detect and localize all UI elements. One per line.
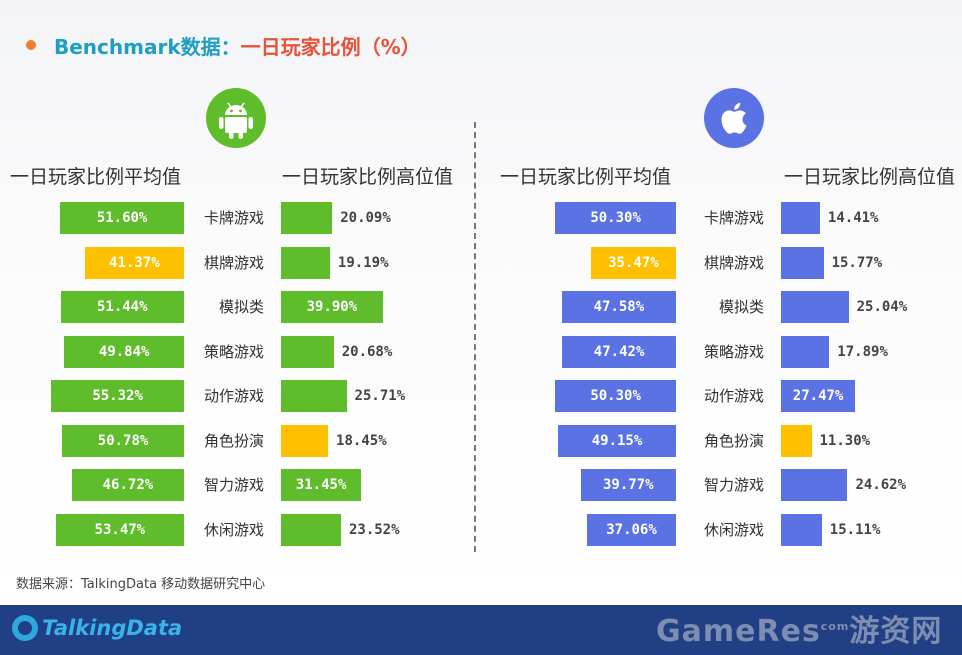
ios-median-bar [781, 335, 830, 368]
android-category-label: 智力游戏 [203, 476, 264, 494]
ios-avg-bar: 37.06% [587, 513, 676, 546]
watermark-cn: 游资网 [849, 614, 943, 649]
ios-category-label: 卡牌游戏 [703, 209, 764, 227]
android-median-bar [281, 513, 341, 546]
android-category-label: 模拟类 [218, 298, 264, 316]
ios-median-bar: 27.47% [781, 380, 856, 412]
android-median-value: 23.52% [348, 521, 400, 538]
ios-median-bar [781, 291, 849, 323]
android-median-bar [281, 335, 334, 368]
android-avg-bar: 51.44% [60, 291, 184, 323]
android-median-value: 19.19% [337, 254, 389, 271]
ios-category-label: 棋牌游戏 [703, 253, 764, 272]
android-median-value: 20.09% [340, 210, 391, 226]
ios-median-value: 14.41% [827, 210, 879, 226]
ios-avg-bar: 47.58% [561, 291, 676, 323]
android-category-label: 棋牌游戏 [203, 253, 264, 272]
apple-logo-icon [704, 88, 764, 148]
ios-median-value: 24.62% [855, 477, 907, 493]
ios-median-value: 17.89% [837, 343, 888, 360]
ios-avg-bar: 47.42% [562, 335, 676, 368]
android-median-bar: 31.45% [281, 469, 362, 501]
bullet-dot-icon [26, 40, 36, 50]
android-category-label: 卡牌游戏 [203, 209, 264, 227]
android-avg-bar: 41.37% [84, 246, 184, 279]
ios-median-bar [781, 202, 820, 234]
ios-median-bar [781, 246, 824, 279]
watermark-text: GameRes [656, 614, 821, 649]
android-avg-bar: 50.78% [62, 424, 184, 457]
talkingdata-mark-icon [12, 615, 38, 641]
android-robot-icon [206, 88, 266, 148]
gameres-watermark: GameRescom游资网 [656, 606, 942, 650]
ios-category-label: 动作游戏 [703, 387, 764, 405]
ios-median-bar [781, 469, 848, 501]
android-category-label: 角色扮演 [203, 431, 264, 450]
page-title: Benchmark数据： 一日玩家比例（%） [26, 30, 421, 60]
footer-bar [0, 605, 962, 655]
android-median-header: 一日玩家比例高位值 [282, 166, 454, 188]
ios-median-value: 15.11% [829, 521, 881, 538]
ios-category-label: 智力游戏 [703, 476, 764, 494]
ios-category-label: 角色扮演 [703, 431, 764, 450]
android-median-bar [281, 424, 329, 457]
ios-avg-bar: 50.30% [555, 380, 676, 412]
android-avg-bar: 55.32% [51, 380, 184, 412]
title-highlight: 一日玩家比例（%） [240, 34, 421, 59]
ios-category-label: 策略游戏 [703, 342, 764, 361]
android-category-label: 休闲游戏 [203, 520, 264, 539]
ios-avg-header: 一日玩家比例平均值 [500, 166, 672, 188]
android-category-label: 动作游戏 [203, 387, 264, 405]
ios-avg-bar: 50.30% [555, 202, 676, 234]
ios-median-bar [781, 424, 812, 457]
data-source-note: 数据来源：TalkingData 移动数据研究中心 [16, 577, 266, 592]
android-median-bar [281, 202, 333, 234]
watermark-com: com [820, 620, 850, 633]
ios-median-value: 25.04% [856, 299, 908, 315]
ios-category-label: 休闲游戏 [703, 520, 764, 539]
android-median-value: 20.68% [341, 343, 393, 360]
talkingdata-brand: TalkingData [42, 616, 183, 640]
android-median-bar [281, 380, 347, 412]
talkingdata-logo: TalkingData [12, 615, 182, 641]
android-median-value: 25.71% [354, 388, 406, 404]
ios-median-value: 15.77% [831, 254, 883, 271]
android-avg-bar: 46.72% [71, 469, 184, 501]
ios-median-value: 11.30% [819, 432, 871, 449]
android-median-bar: 39.90% [281, 291, 383, 323]
ios-median-bar [781, 513, 822, 546]
android-median-bar [281, 246, 330, 279]
ios-category-label: 模拟类 [718, 298, 764, 316]
android-avg-bar: 51.60% [60, 202, 184, 234]
ios-avg-bar: 39.77% [580, 469, 676, 501]
android-category-label: 策略游戏 [203, 342, 264, 361]
ios-avg-bar: 35.47% [590, 246, 676, 279]
android-avg-bar: 49.84% [64, 335, 184, 368]
title-prefix: Benchmark数据： [54, 34, 241, 59]
panel-divider [474, 122, 476, 552]
android-median-value: 18.45% [336, 432, 387, 449]
ios-avg-bar: 49.15% [558, 424, 676, 457]
android-avg-bar: 53.47% [55, 513, 184, 546]
ios-median-header: 一日玩家比例高位值 [784, 166, 956, 188]
android-avg-header: 一日玩家比例平均值 [10, 166, 182, 188]
